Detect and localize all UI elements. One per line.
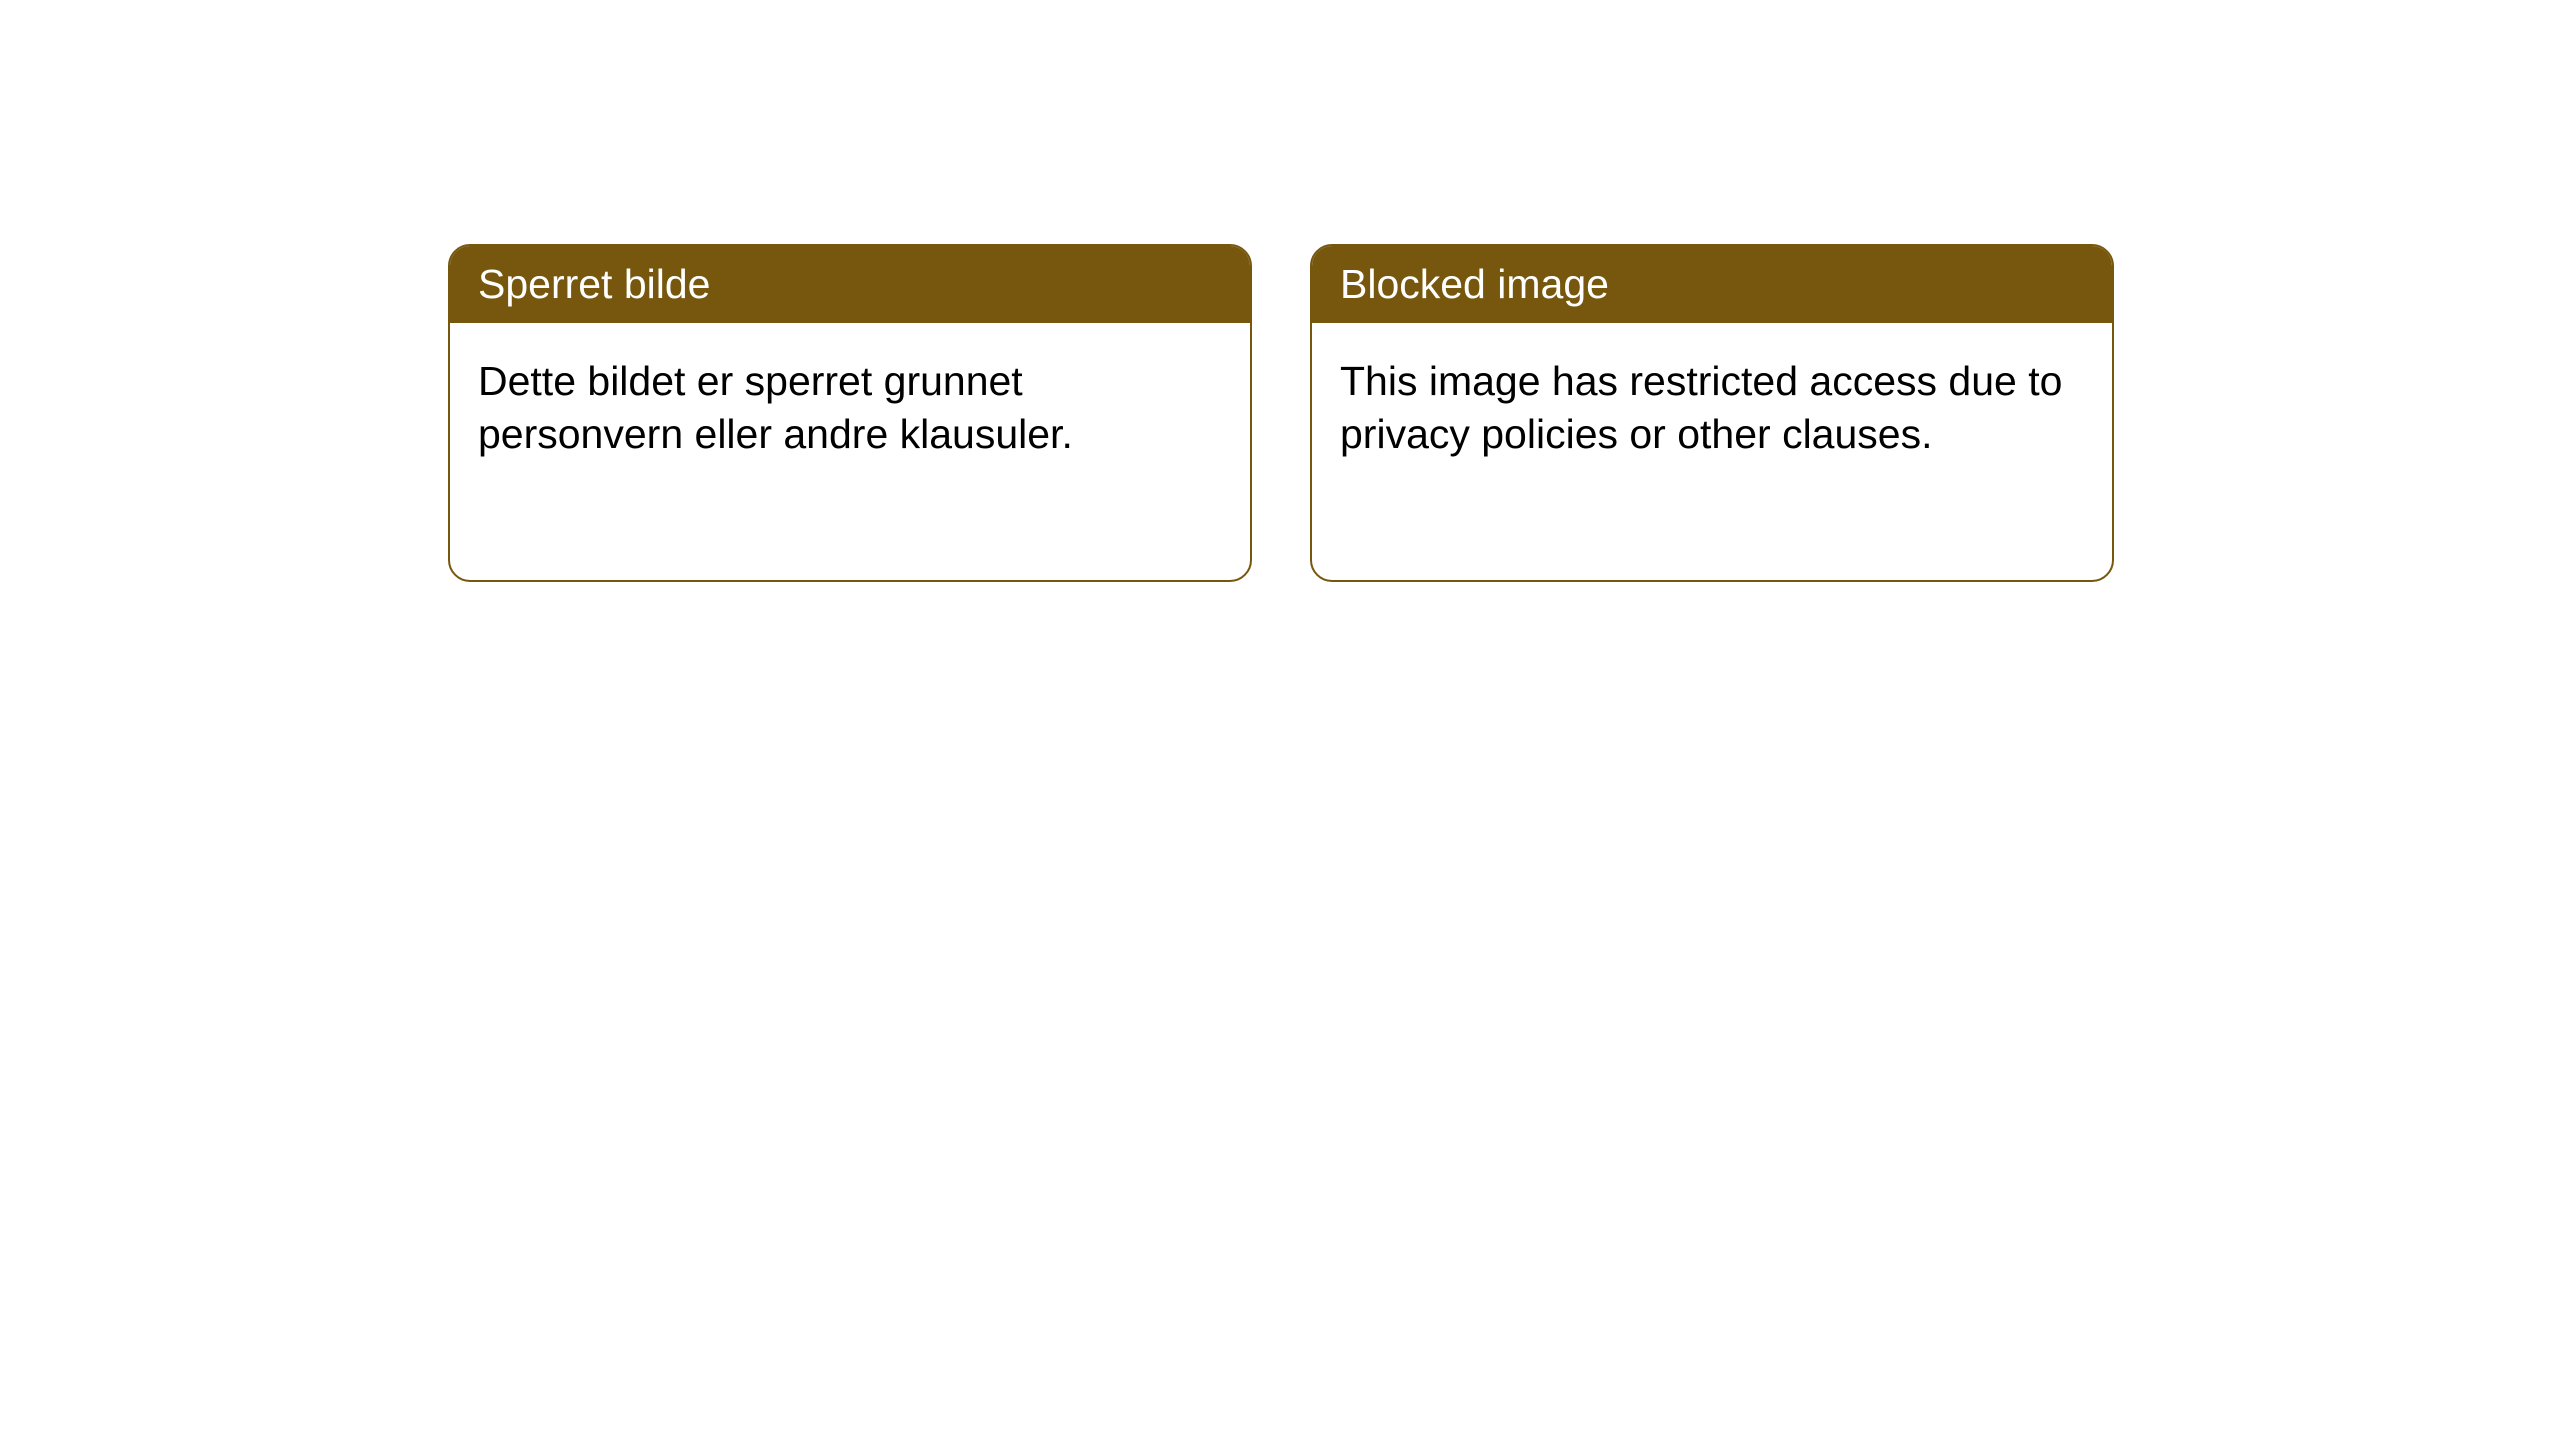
notice-title-no: Sperret bilde [450,246,1250,323]
notice-card-no: Sperret bilde Dette bildet er sperret gr… [448,244,1252,582]
notice-body-en: This image has restricted access due to … [1312,323,2112,492]
notice-title-en: Blocked image [1312,246,2112,323]
notice-body-no: Dette bildet er sperret grunnet personve… [450,323,1250,492]
notice-card-en: Blocked image This image has restricted … [1310,244,2114,582]
blocked-image-notices: Sperret bilde Dette bildet er sperret gr… [448,244,2114,582]
